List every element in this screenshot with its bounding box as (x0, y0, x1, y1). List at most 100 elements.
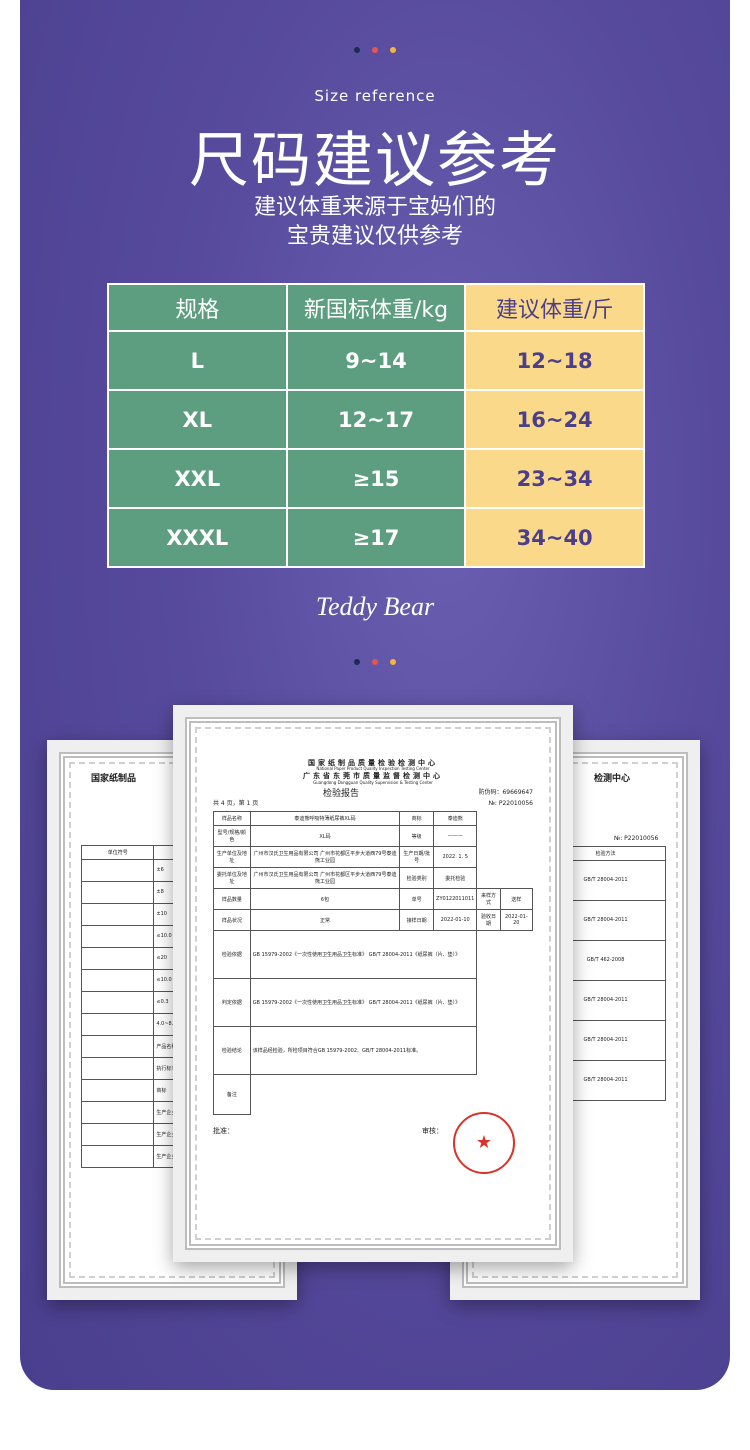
cert-cell: ZY0122011011 (433, 888, 478, 911)
subtitle-en: Size reference (314, 87, 436, 105)
cert-cell: 样品数量 (213, 888, 251, 911)
cert-cell: 泰迪熊呼吸特薄纸尿裤XL码 (249, 811, 401, 827)
cell: 12~18 (464, 330, 645, 391)
cert-cell (80, 902, 155, 926)
cert-cell (80, 858, 155, 882)
cert-cell (80, 880, 155, 904)
cert-cell: 6包 (249, 888, 401, 911)
cert-cell (80, 946, 155, 970)
cert-cell (80, 968, 155, 992)
cert-cell: 样品名称 (213, 811, 251, 827)
cert-cell: 等级 (399, 825, 435, 848)
cert-cell: 验收日期 (476, 909, 501, 932)
header-cell: 建议体重/斤 (464, 283, 645, 332)
cert-cell: 2022-01-10 (433, 909, 478, 932)
cert-cell: 委托单位及地址 (213, 867, 251, 890)
cert-cell (80, 1034, 155, 1058)
cert-row: 样品名称 泰迪熊呼吸特薄纸尿裤XL码 商标 泰迪熊 (213, 811, 533, 827)
cell: 16~24 (464, 389, 645, 450)
cert-row: 委托单位及地址 广州市汉氏卫生用品有限公司 广州市花都区平步大道西79号泰迪熊工业… (213, 867, 533, 890)
cert-cell: 2022. 1. 5 (433, 846, 478, 869)
doc-title: 检测中心 (594, 774, 631, 784)
cert-cell: 生产日期/批号 (399, 846, 435, 869)
cert-row: 检验依据 GB 15979-2002《一次性使用卫生用品卫生标准》 GB/T 28… (213, 930, 533, 980)
cert-cell: 检验类别 (399, 867, 435, 890)
stamp: ★ (453, 1112, 515, 1174)
line: 宝贵建议仅供参考 (286, 224, 463, 249)
cert-cell: 单位符号 (80, 844, 155, 860)
cert-cell: 备注 (213, 1074, 251, 1116)
cert-cell (80, 1122, 155, 1146)
cert-row: 型号/规格/颜色 XL码 等级 ——— (213, 825, 533, 848)
cert-row: 样品状况 正常 接样日期 2022-01-10 验收日期 2022-01-20 (213, 909, 534, 932)
cert-cell: 样品状况 (213, 909, 251, 932)
cert-row: 生产单位及地址 广州市汉氏卫生用品有限公司 广州市花都区平步大道西79号泰迪熊工业… (213, 846, 533, 869)
doc-sub: 广东省东莞市质量监督检测中心 (303, 772, 443, 781)
cell: ≥15 (285, 448, 467, 509)
cell: XL (107, 389, 288, 450)
row: XXXL ≥17 34~40 (107, 507, 645, 568)
doc-number: №: P22010056 (614, 834, 659, 842)
center-document: 国家纸制品质量检验检测中心 National Paper Product Qua… (173, 705, 573, 1262)
cert-cell: XL码 (249, 825, 401, 848)
doc-title: 检验报告 (323, 789, 360, 800)
cert-cell: 泰迪熊 (433, 811, 478, 827)
cert-cell: 接样日期 (399, 909, 435, 932)
size-table: 规格 新国标体重/kg 建议体重/斤 L 9~14 12~18 XL 12~17 16~24 XX… (107, 283, 645, 568)
doc-center: 国家纸制品质量检验检测中心 (308, 759, 438, 767)
dots (20, 47, 730, 53)
cert-cell (80, 1056, 155, 1080)
doc-title: 国家纸制品 (91, 774, 137, 784)
cell: 9~14 (285, 330, 467, 391)
cert-cell: 检验依据 (213, 930, 251, 980)
cert-cell: 单号 (399, 888, 435, 911)
cell: XXXL (107, 507, 288, 568)
cert-cell (80, 1012, 155, 1036)
cert-cell: GB 15979-2002《一次性使用卫生用品卫生标准》 GB/T 28004-… (249, 930, 478, 980)
row: XL 12~17 16~24 (107, 389, 645, 450)
header-cell: 新国标体重/kg (285, 283, 467, 332)
cert-cell: 判定依据 (213, 978, 251, 1028)
card: Size reference 尺码建议参考 建议体重来源于宝妈们的 宝贵建议仅供… (20, 0, 730, 1390)
cert-cell (80, 990, 155, 1014)
line: 建议体重来源于宝妈们的 (253, 195, 496, 220)
cert-cell: ——— (433, 825, 478, 848)
cert-cell: 商标 (399, 811, 435, 827)
cert-cell: 委托检验 (433, 867, 478, 890)
cert-cell: 2022-01-20 (499, 909, 534, 932)
cell: 23~34 (464, 448, 645, 509)
dots (20, 659, 730, 665)
cert-cell (80, 1100, 155, 1124)
doc-sub-en: Guangdong Dongguan Quality Supervision &… (313, 779, 433, 785)
cert-row: 判定依据 GB 15979-2002《一次性使用卫生用品卫生标准》 GB/T 28… (213, 978, 533, 1028)
cert-cell: 来样方式 (476, 888, 501, 911)
approve: 批准： (213, 1127, 234, 1136)
header-row: 规格 新国标体重/kg 建议体重/斤 (107, 283, 645, 332)
review: 审核： (422, 1127, 443, 1136)
cert-cell: 广州市汉氏卫生用品有限公司 广州市花都区平步大道西79号泰迪熊工业园 (249, 846, 401, 869)
doc-number: №: P22010056 (488, 800, 533, 808)
cell: 34~40 (464, 507, 645, 568)
cell: L (107, 330, 288, 391)
cert-cell (80, 1144, 155, 1168)
title: 尺码建议参考 (189, 126, 561, 196)
doc-code: 防伪码：69669647 (478, 789, 533, 797)
brand: Teddy Bear (315, 592, 435, 621)
cert-cell: 检验结论 (213, 1026, 251, 1076)
cert-cell: 正常 (249, 909, 401, 932)
cert-cell (80, 1078, 155, 1102)
cert-cell: GB 15979-2002《一次性使用卫生用品卫生标准》 GB/T 28004-… (249, 978, 478, 1028)
row: L 9~14 12~18 (107, 330, 645, 391)
doc-page: 共 4 页，第 1 页 (213, 800, 259, 808)
cert-row: 检验结论 该样品经检验，所检项目符合GB 15979-2002、GB/T 2800… (213, 1026, 533, 1076)
cert-row: 样品数量 6包 单号 ZY0122011011 来样方式 送样 (213, 888, 534, 911)
cert-cell: 型号/规格/颜色 (213, 825, 251, 848)
cell: XXL (107, 448, 288, 509)
cert-cell: 生产单位及地址 (213, 846, 251, 869)
header-cell: 规格 (107, 283, 288, 332)
cert-cell (80, 924, 155, 948)
cert-cell: 该样品经检验，所检项目符合GB 15979-2002、GB/T 28004-20… (249, 1026, 478, 1076)
cell: ≥17 (285, 507, 467, 568)
cert-cell: 广州市汉氏卫生用品有限公司 广州市花都区平步大道西79号泰迪熊工业园 (249, 867, 401, 890)
